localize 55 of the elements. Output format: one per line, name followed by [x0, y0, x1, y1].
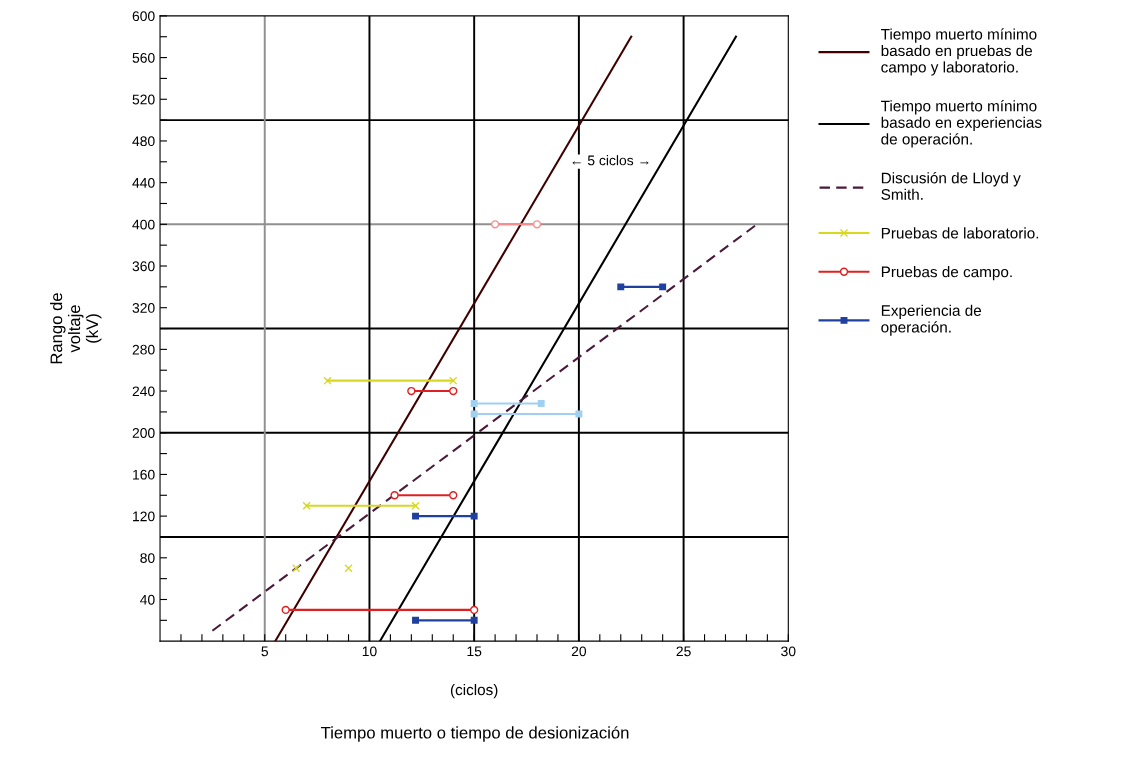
- point: [344, 564, 353, 573]
- point: [449, 491, 458, 500]
- y-tick-label: 320: [132, 303, 155, 313]
- x-tick-label: 5: [261, 646, 269, 657]
- x-tick-label: 15: [467, 646, 482, 657]
- y-tick-label: 360: [132, 261, 155, 272]
- annotation: ← 5 ciclos →: [572, 155, 649, 166]
- text: Tiempo muerto o tiempo de desionización: [321, 726, 629, 742]
- x-tick-label: 30: [781, 646, 796, 657]
- y-tick-label: 80: [140, 553, 155, 563]
- point: [470, 616, 478, 624]
- point: [281, 605, 290, 615]
- x-tick-label: 25: [676, 646, 691, 657]
- point: [470, 400, 478, 408]
- legend-label: Pruebas de campo.: [881, 266, 1012, 281]
- y-tick-label: 40: [140, 594, 155, 605]
- legend-label: Pruebas de laboratorio.: [881, 227, 1039, 239]
- point: [575, 410, 583, 418]
- x-tick-label: 20: [571, 646, 587, 657]
- point: [407, 386, 416, 396]
- point: [470, 605, 479, 615]
- y-tick-label: 520: [132, 94, 155, 105]
- y-tick-label: 400: [132, 219, 155, 230]
- legend-label: Tiempo muerto mínimo basado en pruebas de campo y laboratorio.: [881, 28, 1037, 76]
- point: [412, 512, 420, 520]
- y-tick-label: 280: [132, 344, 155, 355]
- point: [659, 283, 667, 291]
- point: [411, 501, 420, 510]
- point: [470, 410, 478, 418]
- y-tick-label: 160: [133, 469, 155, 480]
- point: [390, 491, 399, 500]
- y-tick-label: 440: [132, 177, 155, 188]
- y-tick-label: 480: [132, 136, 155, 147]
- y-axis-title: Rango de voltaje (kV): [50, 293, 102, 364]
- point: [449, 386, 458, 396]
- point: [490, 220, 500, 229]
- y-tick-label: 600: [132, 11, 155, 22]
- y-tick-label: 200: [132, 428, 155, 438]
- y-tick-label: 560: [132, 52, 155, 63]
- point: [532, 220, 542, 229]
- point: [412, 616, 420, 624]
- point: [302, 501, 311, 510]
- y-tick-label: 120: [133, 511, 155, 522]
- legend-label: Discusión de Lloyd y Smith.: [881, 172, 1021, 200]
- x-axis-title: (ciclos): [450, 683, 498, 699]
- y-tick-label: 240: [132, 386, 155, 397]
- point: [449, 376, 458, 385]
- legend-label: Experiencia de operación.: [881, 304, 982, 336]
- point: [617, 283, 625, 291]
- point: [291, 564, 301, 573]
- x-tick-label: 10: [362, 646, 377, 657]
- point: [470, 512, 478, 520]
- legend-label: Tiempo muerto mínimo basado en experiencias de operación.: [881, 100, 1042, 148]
- point: [537, 400, 545, 408]
- point: [323, 376, 332, 385]
